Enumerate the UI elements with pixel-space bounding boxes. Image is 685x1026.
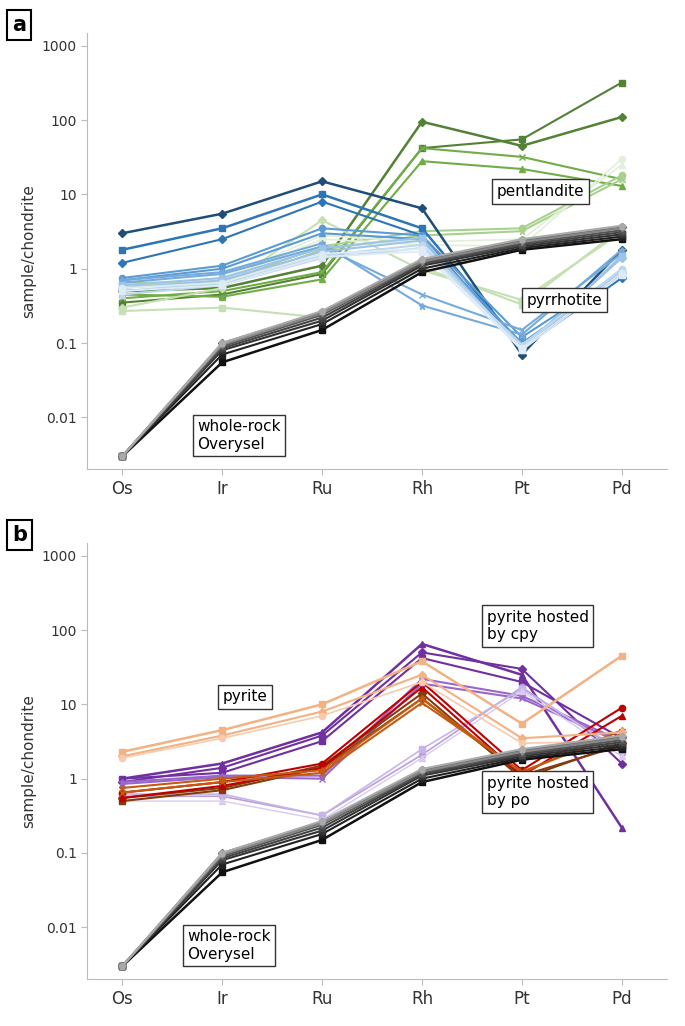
Text: pentlandite: pentlandite — [497, 184, 584, 199]
Y-axis label: sample/chondrite: sample/chondrite — [21, 694, 36, 828]
Y-axis label: sample/chondrite: sample/chondrite — [21, 184, 36, 318]
Text: pyrite hosted
by cpy: pyrite hosted by cpy — [487, 609, 589, 642]
Text: pyrite: pyrite — [222, 689, 267, 704]
Text: b: b — [12, 525, 27, 545]
Text: pyrrhotite: pyrrhotite — [527, 292, 603, 308]
Text: whole-rock
Overysel: whole-rock Overysel — [187, 930, 271, 961]
Text: a: a — [12, 15, 26, 35]
Text: pyrite hosted
by po: pyrite hosted by po — [487, 776, 589, 808]
Text: whole-rock
Overysel: whole-rock Overysel — [197, 420, 281, 451]
